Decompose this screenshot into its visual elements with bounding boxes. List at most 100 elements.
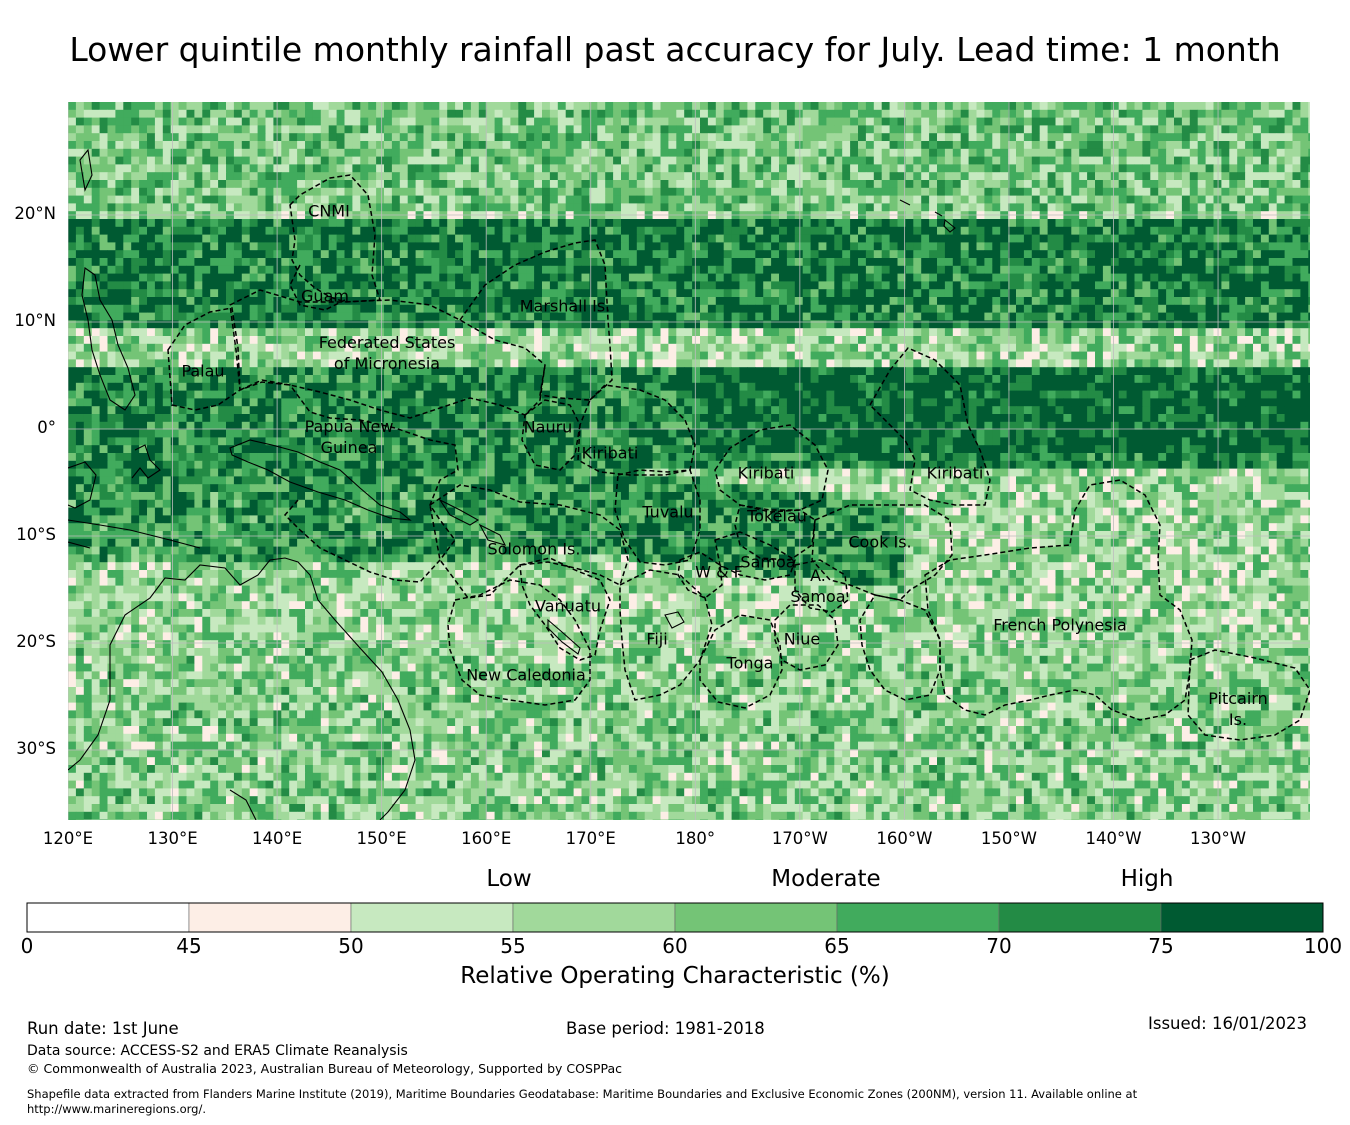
grid-cell (1055, 265, 1064, 274)
grid-cell (1087, 328, 1096, 337)
grid-cell (779, 226, 788, 235)
grid-cell (1300, 133, 1309, 142)
grid-cell (68, 164, 77, 173)
grid-cell (218, 156, 227, 165)
grid-cell (320, 242, 330, 251)
grid-cell (91, 297, 100, 306)
grid-cell (281, 203, 290, 212)
grid-cell (723, 141, 732, 150)
grid-cell (944, 156, 954, 165)
grid-cell (241, 336, 251, 345)
grid-cell (91, 265, 100, 274)
grid-cell (605, 250, 614, 259)
grid-cell (376, 304, 385, 313)
grid-cell (1000, 117, 1009, 126)
grid-cell (391, 109, 401, 118)
grid-cell (241, 265, 251, 274)
grid-cell (968, 281, 977, 290)
grid-cell (992, 289, 1001, 298)
grid-cell (218, 328, 227, 337)
grid-cell (265, 328, 274, 337)
grid-cell (731, 273, 740, 282)
grid-cell (881, 336, 890, 345)
grid-cell (202, 297, 211, 306)
grid-cell (1016, 203, 1025, 212)
grid-cell (1245, 304, 1254, 313)
grid-cell (565, 265, 574, 274)
grid-cell (1134, 117, 1143, 126)
grid-cell (162, 156, 172, 165)
grid-cell (779, 125, 788, 134)
grid-cell (510, 289, 519, 298)
grid-cell (581, 109, 590, 118)
grid-cell (265, 258, 274, 267)
grid-cell (226, 250, 235, 259)
grid-cell (91, 343, 100, 352)
grid-cell (265, 343, 274, 352)
grid-cell (810, 304, 819, 313)
grid-cell (1245, 242, 1254, 251)
grid-cell (1268, 226, 1278, 235)
grid-cell (68, 297, 77, 306)
grid-cell (747, 281, 756, 290)
grid-cell (518, 109, 527, 118)
grid-cell (1189, 312, 1199, 321)
grid-cell (937, 133, 946, 142)
grid-cell (976, 226, 985, 235)
grid-cell (668, 312, 677, 321)
grid-cell (992, 102, 1001, 111)
grid-cell (186, 304, 195, 313)
grid-cell (226, 312, 235, 321)
grid-cell (502, 289, 511, 298)
grid-cell (1055, 141, 1064, 150)
grid-cell (218, 258, 227, 267)
grid-cell (1071, 203, 1080, 212)
grid-cell (415, 156, 424, 165)
grid-cell (992, 281, 1001, 290)
grid-cell (1047, 141, 1056, 150)
grid-cell (75, 320, 85, 329)
grid-cell (1047, 148, 1056, 157)
grid-cell (747, 226, 756, 235)
grid-cell (178, 289, 187, 298)
grid-cell (1087, 250, 1096, 259)
grid-cell (518, 265, 527, 274)
grid-cell (336, 304, 345, 313)
grid-cell (715, 141, 725, 150)
grid-cell (826, 187, 835, 196)
grid-cell (281, 148, 290, 157)
grid-cell (1292, 328, 1301, 337)
grid-cell (297, 304, 306, 313)
grid-cell (194, 265, 203, 274)
grid-cell (1237, 102, 1246, 111)
grid-cell (75, 180, 85, 189)
grid-cell (700, 250, 709, 259)
grid-cell (897, 172, 906, 181)
grid-cell (439, 265, 448, 274)
grid-cell (937, 117, 946, 126)
grid-cell (83, 117, 93, 126)
grid-cell (786, 148, 796, 157)
grid-cell (470, 180, 480, 189)
grid-cell (423, 297, 432, 306)
grid-cell (826, 156, 835, 165)
grid-cell (162, 289, 172, 298)
grid-cell (921, 273, 930, 282)
grid-cell (1300, 141, 1309, 150)
grid-cell (368, 156, 377, 165)
grid-cell (668, 125, 677, 134)
grid-cell (786, 250, 796, 259)
grid-cell (194, 304, 203, 313)
grid-cell (763, 102, 772, 111)
grid-cell (779, 265, 788, 274)
grid-cell (391, 172, 401, 181)
grid-cell (834, 250, 843, 259)
grid-cell (399, 234, 409, 243)
grid-cell (842, 125, 851, 134)
grid-cell (218, 187, 227, 196)
grid-cell (415, 297, 424, 306)
grid-cell (1181, 328, 1191, 337)
grid-cell (692, 234, 701, 243)
grid-cell (423, 265, 432, 274)
grid-cell (455, 281, 464, 290)
